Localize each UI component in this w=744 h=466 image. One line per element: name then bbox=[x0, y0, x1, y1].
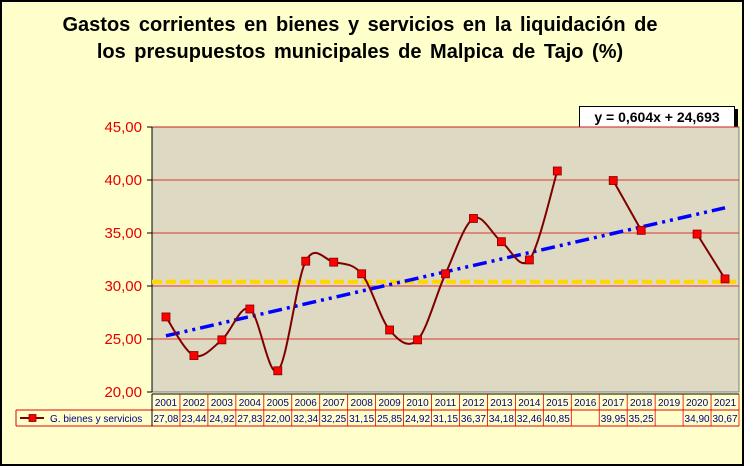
data-point bbox=[218, 336, 226, 344]
data-label: 32,25 bbox=[321, 414, 346, 425]
data-point bbox=[274, 367, 282, 375]
data-label: 31,15 bbox=[349, 414, 374, 425]
data-point bbox=[637, 226, 645, 234]
x-tick-label: 2011 bbox=[435, 398, 457, 409]
data-point bbox=[246, 305, 254, 313]
data-label: 40,85 bbox=[545, 414, 570, 425]
x-tick-label: 2003 bbox=[211, 398, 234, 409]
y-tick-label: 40,00 bbox=[104, 172, 142, 189]
x-tick-label: 2015 bbox=[546, 398, 569, 409]
data-label: 24,92 bbox=[209, 414, 234, 425]
data-point bbox=[721, 275, 729, 283]
x-tick-label: 2018 bbox=[630, 398, 653, 409]
x-tick-label: 2006 bbox=[295, 398, 318, 409]
y-tick-label: 30,00 bbox=[104, 278, 142, 295]
data-point bbox=[330, 258, 338, 266]
y-tick-label: 45,00 bbox=[104, 119, 142, 136]
data-label: 32,34 bbox=[293, 414, 318, 425]
x-tick-label: 2017 bbox=[602, 398, 625, 409]
data-point bbox=[525, 256, 533, 264]
data-point bbox=[693, 230, 701, 238]
data-point bbox=[442, 270, 450, 278]
data-label: 25,85 bbox=[377, 414, 402, 425]
legend-label: G. bienes y servicios bbox=[50, 414, 142, 425]
data-label: 36,37 bbox=[461, 414, 486, 425]
data-label: 39,95 bbox=[601, 414, 626, 425]
data-point bbox=[609, 177, 617, 185]
x-tick-label: 2014 bbox=[518, 398, 541, 409]
x-tick-label: 2021 bbox=[714, 398, 737, 409]
x-tick-label: 2016 bbox=[574, 398, 597, 409]
x-tick-label: 2008 bbox=[351, 398, 374, 409]
x-tick-label: 2001 bbox=[155, 398, 178, 409]
data-label: 35,25 bbox=[629, 414, 654, 425]
data-label: 34,90 bbox=[685, 414, 710, 425]
data-label: 32,46 bbox=[517, 414, 542, 425]
data-point bbox=[553, 167, 561, 175]
legend-marker bbox=[29, 415, 36, 422]
data-label: 31,15 bbox=[433, 414, 458, 425]
y-tick-label: 20,00 bbox=[104, 384, 142, 401]
y-tick-label: 25,00 bbox=[104, 331, 142, 348]
data-point bbox=[302, 257, 310, 265]
data-point bbox=[190, 352, 198, 360]
data-point bbox=[162, 313, 170, 321]
x-tick-label: 2005 bbox=[267, 398, 290, 409]
data-label: 27,08 bbox=[153, 414, 178, 425]
data-label: 34,18 bbox=[489, 414, 514, 425]
data-point bbox=[386, 326, 394, 334]
x-tick-label: 2002 bbox=[183, 398, 206, 409]
y-tick-label: 35,00 bbox=[104, 225, 142, 242]
data-label: 27,83 bbox=[237, 414, 262, 425]
x-tick-label: 2019 bbox=[658, 398, 681, 409]
x-tick-label: 2007 bbox=[323, 398, 346, 409]
data-label: 24,92 bbox=[405, 414, 430, 425]
data-label: 30,67 bbox=[713, 414, 738, 425]
data-point bbox=[414, 336, 422, 344]
data-label: 22,00 bbox=[265, 414, 290, 425]
x-tick-label: 2012 bbox=[462, 398, 485, 409]
x-tick-label: 2013 bbox=[490, 398, 513, 409]
data-point bbox=[358, 270, 366, 278]
x-tick-label: 2004 bbox=[239, 398, 262, 409]
x-tick-label: 2010 bbox=[406, 398, 429, 409]
plot-area bbox=[152, 127, 739, 392]
x-tick-label: 2020 bbox=[686, 398, 709, 409]
data-point bbox=[469, 214, 477, 222]
x-tick-label: 2009 bbox=[378, 398, 401, 409]
data-label: 23,44 bbox=[181, 414, 206, 425]
data-point bbox=[497, 238, 505, 246]
